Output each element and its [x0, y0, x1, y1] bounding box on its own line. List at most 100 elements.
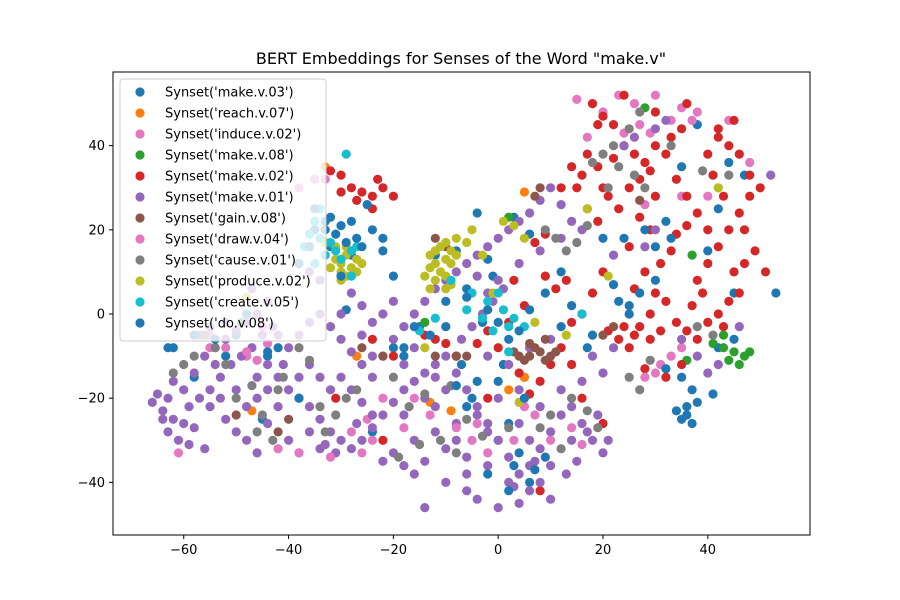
- data-point: [504, 359, 514, 370]
- series-7: [173, 338, 661, 462]
- data-point: [624, 242, 634, 252]
- data-point: [567, 393, 577, 403]
- legend-label: Synset('create.v.05'): [165, 296, 299, 311]
- data-point: [441, 322, 451, 332]
- data-point: [598, 330, 608, 340]
- data-point: [771, 288, 781, 298]
- data-point: [535, 183, 545, 193]
- data-point: [472, 338, 482, 349]
- data-point: [519, 393, 530, 403]
- legend-label: Synset('draw.v.04'): [165, 233, 289, 248]
- data-point: [263, 347, 273, 357]
- data-point: [179, 418, 189, 429]
- data-point: [729, 347, 739, 357]
- data-point: [692, 334, 702, 344]
- x-tick-label: −60: [170, 543, 197, 558]
- data-point: [242, 402, 252, 412]
- data-point: [205, 385, 215, 395]
- data-point: [472, 376, 482, 386]
- data-point: [320, 427, 330, 437]
- data-point: [451, 368, 461, 378]
- data-point: [645, 309, 655, 319]
- data-point: [504, 452, 514, 462]
- data-point: [263, 385, 273, 395]
- data-point: [483, 393, 493, 403]
- data-point: [451, 250, 461, 260]
- data-point: [498, 305, 508, 315]
- data-point: [587, 157, 598, 168]
- data-point: [483, 418, 493, 429]
- data-point: [546, 410, 556, 420]
- data-point: [257, 410, 267, 420]
- x-tick-label: 20: [595, 543, 612, 558]
- data-point: [378, 233, 388, 243]
- data-point: [420, 271, 430, 281]
- data-point: [567, 435, 577, 445]
- data-point: [624, 124, 634, 134]
- data-point: [367, 225, 377, 235]
- data-point: [284, 385, 294, 395]
- data-point: [399, 461, 409, 471]
- data-point: [304, 427, 315, 437]
- data-point: [304, 402, 315, 412]
- data-point: [713, 242, 723, 252]
- data-point: [556, 267, 566, 277]
- legend-marker: [135, 129, 145, 139]
- data-point: [462, 351, 472, 361]
- data-point: [252, 393, 262, 403]
- legend: Synset('make.v.03') Synset('reach.v.07') S…: [119, 78, 327, 342]
- data-point: [179, 385, 189, 395]
- data-point: [682, 410, 692, 420]
- data-point: [535, 402, 545, 412]
- data-point: [687, 115, 697, 125]
- data-point: [263, 359, 273, 370]
- data-point: [451, 448, 461, 458]
- data-point: [336, 309, 346, 319]
- data-point: [362, 200, 372, 210]
- data-point: [352, 385, 362, 395]
- data-point: [483, 296, 493, 306]
- data-point: [577, 376, 587, 386]
- data-point: [608, 250, 619, 260]
- data-point: [467, 322, 477, 332]
- legend-label: Synset('do.v.08'): [165, 317, 274, 332]
- data-point: [420, 456, 430, 466]
- data-point: [441, 477, 451, 487]
- data-point: [498, 216, 508, 226]
- data-point: [608, 322, 619, 332]
- data-point: [493, 376, 503, 386]
- data-point: [152, 389, 163, 399]
- data-point: [567, 359, 577, 370]
- y-axis: −40 −20 0 20 40: [78, 139, 113, 491]
- data-point: [640, 242, 650, 252]
- data-point: [587, 351, 598, 361]
- data-point: [577, 439, 587, 450]
- legend-label: Synset('make.v.08'): [165, 149, 294, 164]
- data-point: [472, 418, 482, 429]
- data-point: [430, 351, 440, 361]
- legend-marker: [135, 192, 145, 202]
- data-point: [315, 414, 325, 424]
- data-point: [629, 170, 640, 180]
- data-point: [284, 414, 294, 424]
- data-point: [729, 334, 739, 344]
- data-point: [650, 191, 661, 201]
- data-point: [587, 435, 598, 445]
- data-point: [221, 414, 231, 424]
- data-point: [540, 288, 550, 298]
- data-point: [168, 376, 178, 386]
- data-point: [509, 221, 519, 231]
- data-point: [163, 393, 173, 403]
- legend-marker: [135, 87, 145, 97]
- data-point: [367, 410, 377, 420]
- data-point: [430, 313, 440, 323]
- data-point: [582, 427, 592, 437]
- data-point: [325, 385, 336, 395]
- data-point: [535, 423, 545, 433]
- data-point: [493, 288, 503, 298]
- data-point: [687, 385, 697, 395]
- data-point: [572, 94, 582, 104]
- chart-title: BERT Embeddings for Senses of the Word "…: [256, 49, 666, 68]
- data-point: [357, 258, 367, 269]
